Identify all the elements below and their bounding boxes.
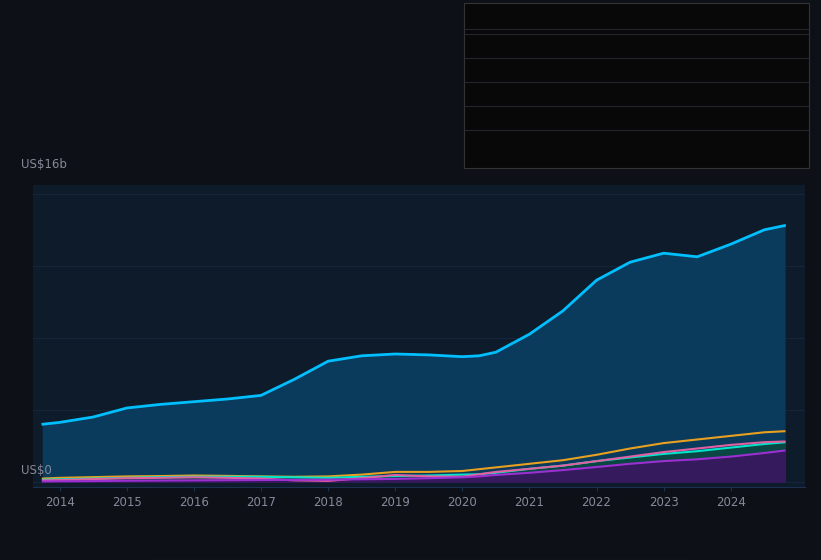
Text: US$2.809b /yr: US$2.809b /yr	[599, 105, 686, 115]
Text: US$0: US$0	[21, 464, 51, 477]
Text: Cash From Op: Cash From Op	[472, 105, 548, 115]
Text: Operating Expenses: Operating Expenses	[472, 129, 582, 139]
Text: Free Cash Flow: Free Cash Flow	[472, 81, 554, 91]
Text: profit margin: profit margin	[635, 69, 709, 80]
Text: US$1.735b /yr: US$1.735b /yr	[599, 129, 686, 139]
Text: Earnings: Earnings	[472, 57, 519, 67]
Text: US$14.232b /yr: US$14.232b /yr	[599, 33, 694, 43]
Text: Sep 30 2024: Sep 30 2024	[472, 15, 554, 28]
Text: 15.4%: 15.4%	[599, 69, 637, 80]
Text: US$2.239b /yr: US$2.239b /yr	[599, 81, 686, 91]
Text: US$2.192b /yr: US$2.192b /yr	[599, 57, 686, 67]
Text: US$16b: US$16b	[21, 158, 67, 171]
Text: Revenue: Revenue	[472, 33, 520, 43]
